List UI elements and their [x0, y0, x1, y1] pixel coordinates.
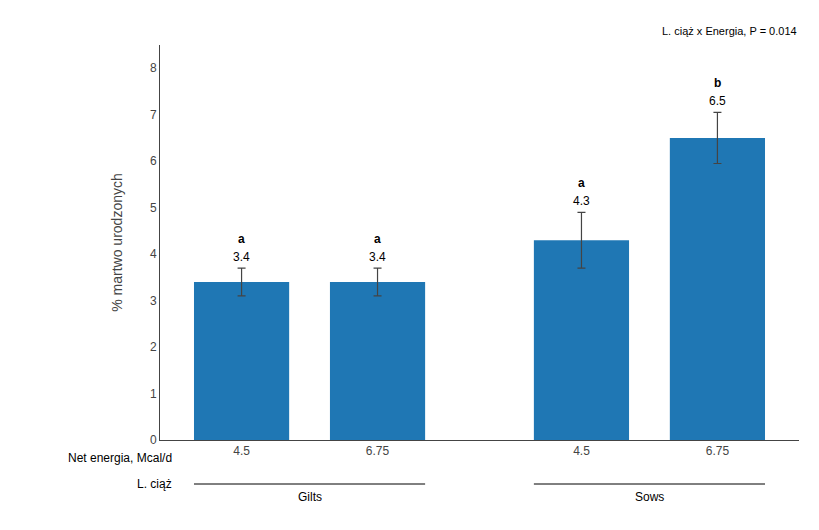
svg-text:Sows: Sows	[635, 490, 664, 504]
svg-text:6.5: 6.5	[709, 94, 726, 108]
svg-text:4.3: 4.3	[573, 194, 590, 208]
svg-text:a: a	[238, 232, 245, 246]
svg-text:L. ciąż: L. ciąż	[137, 477, 172, 491]
svg-text:1: 1	[150, 387, 157, 401]
svg-text:L. ciąż x Energia, P = 0.014: L. ciąż x Energia, P = 0.014	[662, 25, 797, 37]
svg-text:7: 7	[150, 108, 157, 122]
svg-text:a: a	[374, 232, 381, 246]
svg-text:4.5: 4.5	[233, 444, 250, 458]
svg-text:Net energia, Mcal/d: Net energia, Mcal/d	[68, 451, 172, 465]
svg-text:4: 4	[150, 247, 157, 261]
svg-text:a: a	[578, 176, 585, 190]
svg-text:Gilts: Gilts	[298, 490, 322, 504]
svg-text:b: b	[714, 76, 721, 90]
svg-text:2: 2	[150, 340, 157, 354]
svg-text:6.75: 6.75	[706, 444, 730, 458]
svg-text:3.4: 3.4	[369, 250, 386, 264]
svg-text:4.5: 4.5	[573, 444, 590, 458]
svg-text:5: 5	[150, 201, 157, 215]
svg-text:0: 0	[150, 433, 157, 447]
svg-text:% martwo urodzonych: % martwo urodzonych	[109, 173, 125, 312]
svg-text:3: 3	[150, 294, 157, 308]
svg-text:6: 6	[150, 154, 157, 168]
svg-text:8: 8	[150, 61, 157, 75]
svg-text:3.4: 3.4	[233, 250, 250, 264]
svg-text:6.75: 6.75	[366, 444, 390, 458]
